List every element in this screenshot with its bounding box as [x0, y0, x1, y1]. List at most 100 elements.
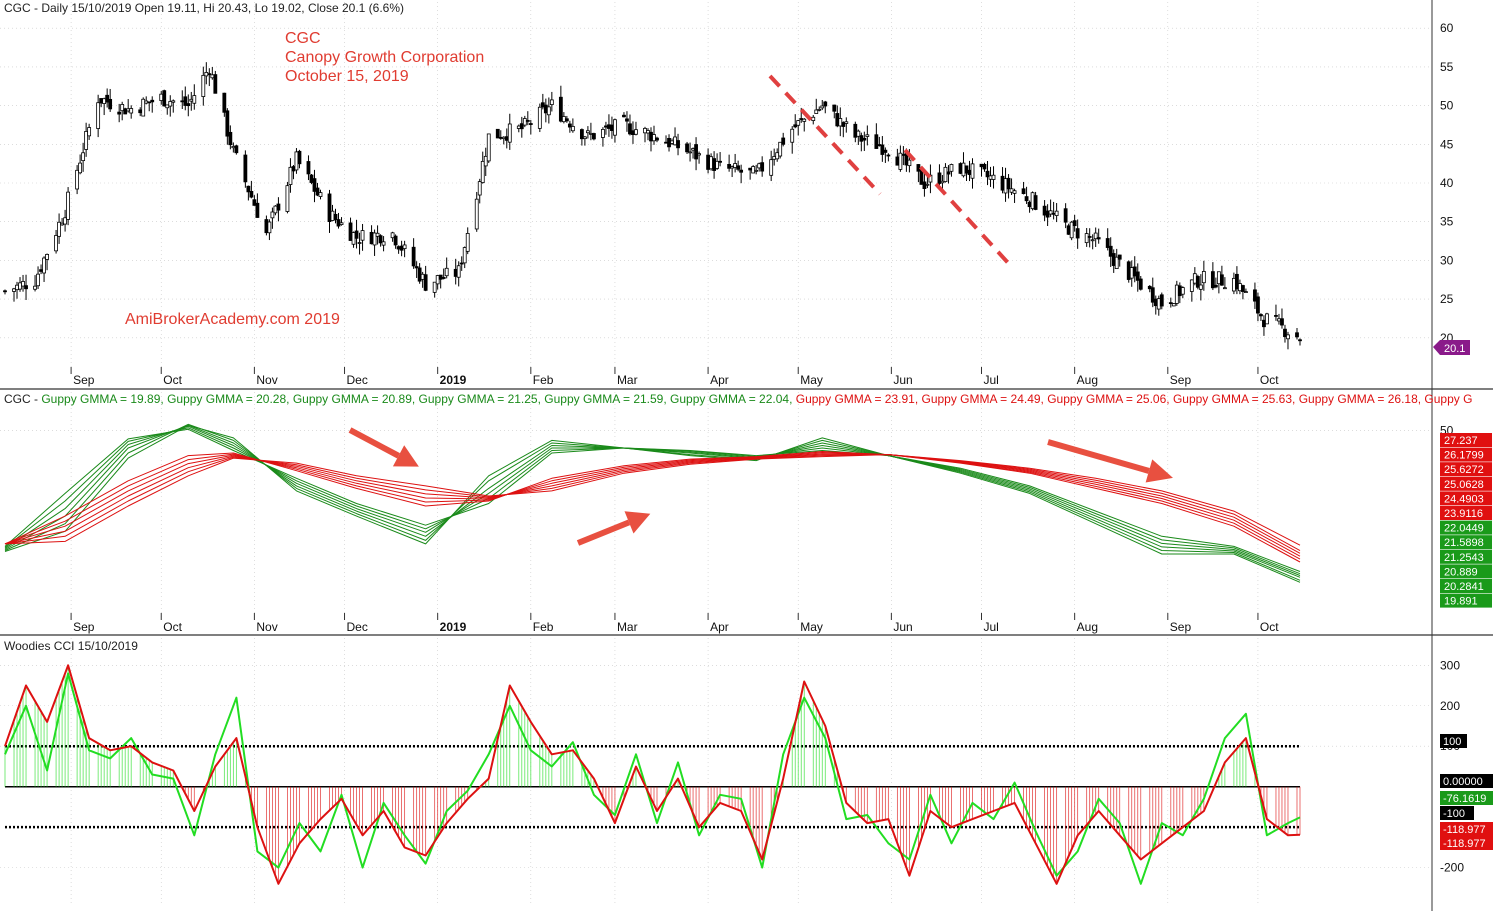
month-label: Oct: [1260, 620, 1279, 634]
gmma-long-line-10: [4, 454, 1301, 552]
gmma-tag-bg: [1440, 491, 1492, 506]
cci-tag-text: -118.977: [1443, 838, 1486, 850]
candle-body: [432, 281, 437, 293]
candle-body: [546, 106, 551, 116]
candle-body: [1210, 271, 1215, 289]
candle-body: [357, 242, 362, 244]
arrow-down-right-1: [348, 427, 419, 467]
candle-body: [736, 165, 741, 170]
candle-body: [667, 137, 671, 148]
gmma-long-line-6: [4, 451, 1301, 563]
candle-body: [270, 211, 275, 219]
month-label: Oct: [163, 373, 182, 387]
gmma-header-item: Guppy GMMA = 26.18,: [1299, 392, 1425, 406]
candle-body: [1147, 285, 1152, 290]
candle-body: [1138, 278, 1143, 290]
gmma-header-item: Guppy GMMA = 22.04,: [670, 392, 796, 406]
candle-body: [402, 244, 407, 250]
candle-body: [886, 154, 891, 157]
candle-body: [375, 232, 380, 237]
candle-body: [18, 282, 22, 290]
arrow-up-right: [576, 511, 651, 546]
candle-body: [1063, 208, 1068, 223]
price-month-labels: Sep Oct Nov Dec 2019 Feb Mar Apr May Jun Jul Aug Sep…: [70, 367, 1279, 387]
candle-body: [483, 155, 488, 167]
candle-body: [543, 104, 548, 114]
candle-body: [1066, 225, 1071, 235]
candle-body: [604, 125, 608, 128]
cci-lines: [4, 664, 1301, 885]
candle-body: [504, 136, 509, 141]
candle-body: [441, 277, 446, 279]
candle-body: [940, 180, 945, 184]
candle-body: [318, 192, 323, 197]
candle-body: [1189, 279, 1194, 292]
gmma-header-item: Guppy GMMA = 20.28,: [167, 392, 293, 406]
candle-body: [862, 137, 867, 141]
candle-body: [946, 171, 951, 175]
candle-body: [988, 175, 993, 180]
candle-body: [33, 285, 37, 290]
candle-body: [727, 163, 732, 169]
candle-body: [691, 148, 695, 151]
candle-body: [610, 124, 614, 131]
candle-body: [1093, 232, 1098, 240]
candle-body: [1042, 205, 1047, 216]
candle-body: [564, 118, 569, 122]
candle-body: [351, 232, 356, 245]
candle-body: [958, 163, 963, 174]
candle-body: [1105, 238, 1110, 248]
candle-body: [129, 108, 134, 114]
candle-body: [1096, 237, 1101, 240]
gmma-tag-bg: [1440, 462, 1492, 477]
candle-body: [354, 230, 359, 239]
month-label: Apr: [710, 373, 729, 387]
gmma-header-item: Guppy GMMA = 19.89,: [41, 392, 167, 406]
cci-tag-text: -100: [1443, 808, 1465, 820]
gmma-tag-text: 22.0449: [1444, 523, 1484, 535]
candle-body: [1295, 332, 1299, 338]
cci-tag-bg: [1440, 836, 1493, 850]
candle-body: [1030, 192, 1035, 210]
month-label: Feb: [533, 620, 554, 634]
candle-body: [246, 185, 251, 193]
candle-body: [673, 136, 677, 146]
month-label: Mar: [617, 373, 638, 387]
candle-body: [1198, 284, 1203, 290]
price-header: CGC - Daily 15/10/2019 Open 19.11, Hi 20…: [4, 1, 404, 15]
candle-body: [844, 121, 849, 124]
candle-body: [99, 98, 104, 104]
month-label: Oct: [163, 620, 182, 634]
candle-body: [291, 166, 296, 172]
gmma-tag-bg: [1440, 447, 1492, 462]
candle-body: [204, 72, 209, 77]
trendline-2: [903, 148, 1012, 267]
candle-body: [267, 221, 272, 234]
candle-body: [985, 170, 990, 178]
candle-body: [730, 166, 735, 169]
candle-body: [243, 154, 248, 183]
candle-body: [1129, 267, 1134, 279]
candle-body: [1177, 285, 1182, 297]
candle-body: [676, 140, 680, 149]
candle-body: [567, 123, 572, 128]
candle-body: [42, 257, 46, 274]
candle-body: [360, 230, 365, 241]
candle-body: [1003, 178, 1008, 194]
candle-body: [1111, 253, 1116, 266]
candle-body: [613, 119, 617, 136]
candle-body: [138, 109, 143, 114]
candle-body: [297, 150, 302, 165]
arrows: [348, 427, 1173, 546]
candle-body: [126, 108, 131, 112]
month-label: Jul: [984, 373, 999, 387]
candle-body: [1117, 254, 1122, 260]
candle-body: [1024, 196, 1029, 202]
candle-body: [1090, 239, 1095, 242]
candle-body: [979, 163, 984, 168]
candle-body: [561, 116, 566, 123]
candle-body: [622, 114, 626, 118]
candle-body: [1075, 228, 1080, 239]
candle-body: [1298, 339, 1302, 342]
